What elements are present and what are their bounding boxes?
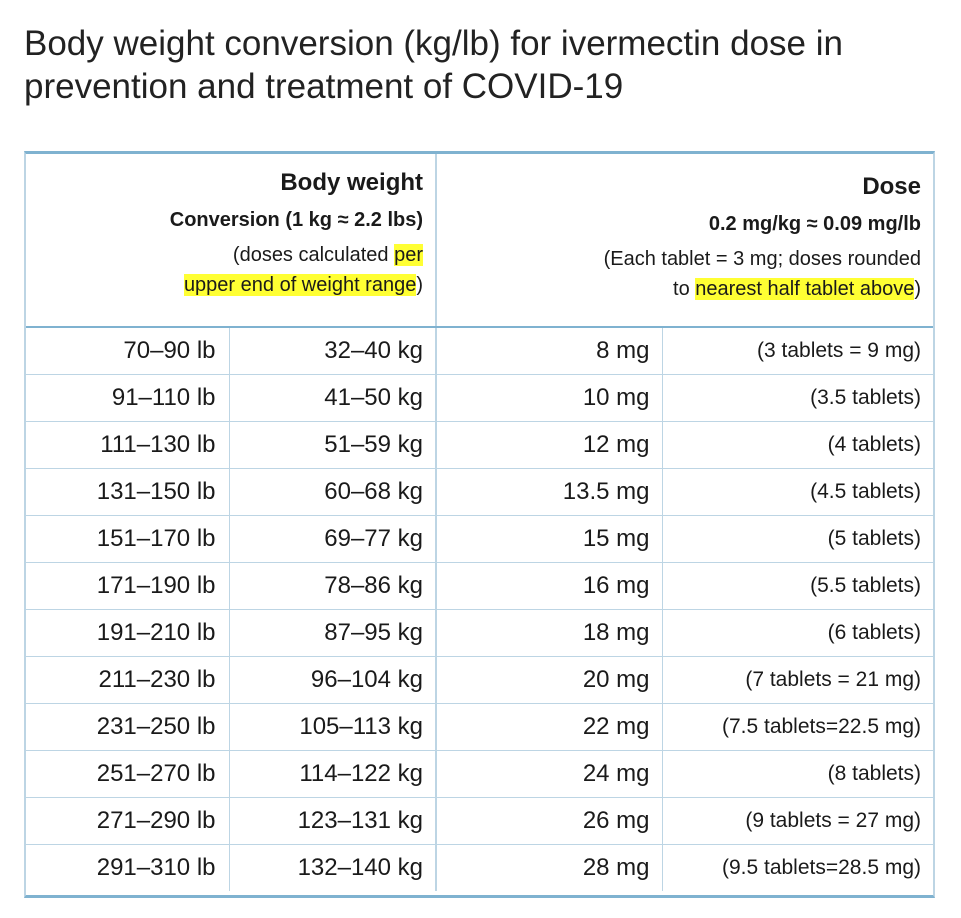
table-row: 231–250 lb 105–113 kg 22 mg (7.5 tablets=22… xyxy=(26,703,933,751)
table-row: 91–110 lb 41–50 kg 10 mg (3.5 tablets) xyxy=(26,374,933,422)
weight-kg-cell: 69–77 kg xyxy=(229,515,438,563)
dose-mg-cell: 15 mg xyxy=(436,515,663,563)
dose-mg-cell: 28 mg xyxy=(436,844,663,891)
page-title: Body weight conversion (kg/lb) for iverm… xyxy=(24,24,843,106)
dose-subtitle: 0.2 mg/kg ≈ 0.09 mg/lb xyxy=(708,213,921,235)
dose-mg-cell: 22 mg xyxy=(436,703,663,751)
weight-lb-cell: 291–310 lb xyxy=(26,844,230,891)
table-row: 151–170 lb 69–77 kg 15 mg (5 tablets) xyxy=(26,515,933,563)
dose-table: Body weight Conversion (1 kg ≈ 2.2 lbs) … xyxy=(24,151,935,898)
weight-kg-cell: 60–68 kg xyxy=(229,468,438,516)
table-row: 291–310 lb 132–140 kg 28 mg (9.5 tablets=28… xyxy=(26,844,933,891)
weight-kg-cell: 51–59 kg xyxy=(229,421,438,469)
tablets-cell: (8 tablets) xyxy=(662,750,933,798)
weight-kg-cell: 132–140 kg xyxy=(229,844,438,891)
dose-table-grid: Body weight Conversion (1 kg ≈ 2.2 lbs) … xyxy=(26,154,933,891)
dose-note-highlight: nearest half tablet above xyxy=(695,278,915,300)
weight-kg-cell: 32–40 kg xyxy=(229,327,438,375)
table-row: 251–270 lb 114–122 kg 24 mg (8 tablets) xyxy=(26,750,933,798)
tablets-cell: (4.5 tablets) xyxy=(662,468,933,516)
dose-mg-cell: 26 mg xyxy=(436,797,663,845)
dose-mg-cell: 13.5 mg xyxy=(436,468,663,516)
conversion-subtitle: Conversion (1 kg ≈ 2.2 lbs) xyxy=(169,209,424,231)
table-row: 191–210 lb 87–95 kg 18 mg (6 tablets) xyxy=(26,609,933,657)
dose-mg-cell: 12 mg xyxy=(436,421,663,469)
weight-kg-cell: 114–122 kg xyxy=(229,750,438,798)
weight-kg-cell: 96–104 kg xyxy=(229,656,438,704)
tablets-cell: (7.5 tablets=22.5 mg) xyxy=(662,703,933,751)
dose-mg-cell: 18 mg xyxy=(436,609,663,657)
weight-note-highlight: per xyxy=(394,244,424,266)
weight-note-end: ) xyxy=(416,274,424,296)
tablets-cell: (7 tablets = 21 mg) xyxy=(662,656,933,704)
dose-note-end: ) xyxy=(914,278,921,300)
body-weight-title: Body weight xyxy=(280,169,424,196)
weight-lb-cell: 271–290 lb xyxy=(26,797,230,845)
table-row: 271–290 lb 123–131 kg 26 mg (9 tablets = 27… xyxy=(26,797,933,845)
dose-mg-cell: 24 mg xyxy=(436,750,663,798)
dose-header: Dose 0.2 mg/kg ≈ 0.09 mg/lb (Each tablet… xyxy=(436,154,933,328)
dose-mg-cell: 8 mg xyxy=(436,327,663,375)
weight-note-text: (doses calculated xyxy=(232,244,395,266)
tablets-cell: (5 tablets) xyxy=(662,515,933,563)
weight-kg-cell: 123–131 kg xyxy=(229,797,438,845)
table-header-row: Body weight Conversion (1 kg ≈ 2.2 lbs) … xyxy=(26,154,933,328)
weight-lb-cell: 251–270 lb xyxy=(26,750,230,798)
weight-lb-cell: 111–130 lb xyxy=(26,421,230,469)
dose-mg-cell: 20 mg xyxy=(436,656,663,704)
tablets-cell: (9.5 tablets=28.5 mg) xyxy=(721,855,921,879)
weight-lb-cell: 171–190 lb xyxy=(26,562,230,610)
table-row: 70–90 lb 32–40 kg 8 mg (3 tablets = 9 mg) xyxy=(26,327,933,375)
table-row: 111–130 lb 51–59 kg 12 mg (4 tablets) xyxy=(26,421,933,469)
dose-note: (Each tablet = 3 mg; doses rounded to nea… xyxy=(437,244,921,304)
table-row: 171–190 lb 78–86 kg 16 mg (5.5 tablets) xyxy=(26,562,933,610)
weight-lb-cell: 211–230 lb xyxy=(26,656,230,704)
weight-lb-cell: 131–150 lb xyxy=(26,468,230,516)
table-row: 211–230 lb 96–104 kg 20 mg (7 tablets = 21 … xyxy=(26,656,933,704)
dose-note-line1: (Each tablet = 3 mg; doses rounded xyxy=(603,248,921,270)
weight-kg-cell: 41–50 kg xyxy=(229,374,438,422)
tablets-cell: (5.5 tablets) xyxy=(662,562,933,610)
tablets-cell: (3 tablets = 9 mg) xyxy=(662,327,933,375)
tablets-cell: (9 tablets = 27 mg) xyxy=(662,797,933,845)
dose-note-prefix: to xyxy=(673,278,696,300)
tablets-cell: (6 tablets) xyxy=(662,609,933,657)
dose-title: Dose xyxy=(862,173,921,200)
weight-kg-cell: 105–113 kg xyxy=(229,703,438,751)
weight-lb-cell: 91–110 lb xyxy=(26,374,230,422)
dose-mg-cell: 16 mg xyxy=(436,562,663,610)
weight-note-highlight: upper end of weight range xyxy=(183,274,417,296)
weight-kg-cell: 87–95 kg xyxy=(229,609,438,657)
weight-lb-cell: 231–250 lb xyxy=(26,703,230,751)
weight-note: (doses calculated per upper end of weight… xyxy=(26,240,424,300)
body-weight-header: Body weight Conversion (1 kg ≈ 2.2 lbs) … xyxy=(26,154,438,328)
weight-lb-cell: 70–90 lb xyxy=(26,327,230,375)
weight-lb-cell: 191–210 lb xyxy=(26,609,230,657)
tablets-cell: (3.5 tablets) xyxy=(662,374,933,422)
weight-kg-cell: 78–86 kg xyxy=(229,562,438,610)
tablets-cell: (4 tablets) xyxy=(662,421,933,469)
weight-lb-cell: 151–170 lb xyxy=(26,515,230,563)
table-row: 131–150 lb 60–68 kg 13.5 mg (4.5 tablets) xyxy=(26,468,933,516)
dose-mg-cell: 10 mg xyxy=(436,374,663,422)
